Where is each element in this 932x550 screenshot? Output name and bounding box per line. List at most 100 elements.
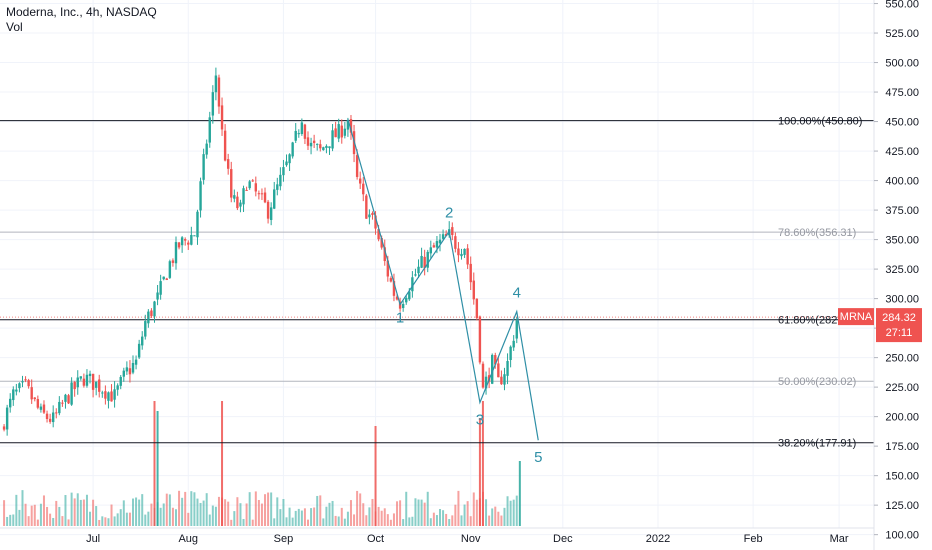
volume-bar bbox=[150, 503, 153, 526]
volume-bar bbox=[512, 499, 515, 526]
candle-body bbox=[309, 142, 313, 147]
candle-body bbox=[343, 128, 347, 136]
wave-path[interactable] bbox=[347, 119, 539, 441]
candle-body bbox=[346, 119, 350, 130]
candle-body bbox=[110, 391, 113, 402]
candle-body bbox=[220, 105, 224, 130]
y-tick-label: 100.00 bbox=[885, 530, 919, 542]
candle-body bbox=[21, 381, 24, 383]
symbol-title[interactable]: Moderna, Inc., 4h, NASDAQ bbox=[6, 5, 157, 19]
volume-bar bbox=[95, 506, 98, 526]
y-tick-label: 350.00 bbox=[885, 235, 919, 247]
volume-bar bbox=[159, 507, 162, 526]
volume-bar bbox=[174, 509, 177, 526]
fib-level-label: 38.20%(177.91) bbox=[778, 438, 856, 450]
volume-bar bbox=[389, 519, 392, 526]
candle-body bbox=[337, 124, 340, 139]
candle-body bbox=[491, 354, 494, 384]
volume-bar bbox=[371, 498, 374, 526]
volume-bar bbox=[190, 491, 193, 526]
candle-body bbox=[478, 316, 482, 363]
candle-body bbox=[230, 169, 233, 198]
candle-body bbox=[441, 234, 445, 239]
candle-body bbox=[429, 247, 432, 254]
volume-bar bbox=[42, 495, 45, 526]
volume-bar bbox=[92, 499, 95, 526]
volume-bar bbox=[101, 516, 104, 526]
volume-spike bbox=[478, 418, 481, 526]
candle-body bbox=[355, 155, 359, 177]
candle-body bbox=[435, 241, 439, 248]
candle-body bbox=[82, 378, 86, 386]
candle-body bbox=[214, 75, 218, 93]
candle-body bbox=[494, 355, 497, 365]
candle-body bbox=[475, 298, 479, 319]
candle-body bbox=[113, 389, 116, 400]
volume-bar bbox=[33, 504, 36, 526]
volume-bar bbox=[475, 499, 478, 526]
candle-body bbox=[239, 202, 242, 207]
y-tick-label: 250.00 bbox=[885, 353, 919, 365]
volume-bar bbox=[98, 519, 101, 526]
candle-body bbox=[423, 256, 426, 268]
candle-body bbox=[251, 180, 254, 182]
elliott-wave[interactable]: 1 2 3 4 5 bbox=[347, 119, 543, 466]
volume-bar bbox=[267, 492, 270, 526]
volume-bar bbox=[294, 510, 297, 526]
volume-bar bbox=[144, 514, 147, 526]
volume-bar bbox=[454, 504, 457, 526]
price-tag bbox=[876, 308, 922, 343]
volume-bar bbox=[211, 505, 214, 526]
volume-bar bbox=[147, 511, 150, 526]
candle-body bbox=[104, 391, 107, 399]
candle-body bbox=[288, 154, 291, 164]
candle-body bbox=[463, 248, 466, 255]
volume-bar bbox=[15, 494, 18, 526]
volume-bar bbox=[276, 497, 279, 526]
volume-bar bbox=[208, 514, 211, 526]
volume-bar bbox=[76, 493, 79, 526]
candle-body bbox=[245, 189, 248, 191]
candle-body bbox=[177, 242, 181, 248]
volume-bar bbox=[36, 519, 39, 526]
fib-retracement[interactable]: 100.00%(450.80) 78.60%(356.31) 61.80%(282.… bbox=[0, 116, 874, 450]
y-tick-label: 225.00 bbox=[885, 382, 919, 394]
volume-bar bbox=[506, 496, 509, 526]
candle-body bbox=[15, 389, 18, 392]
volume-bar bbox=[21, 490, 24, 526]
x-tick-label: 2022 bbox=[646, 533, 670, 545]
candle-body bbox=[438, 239, 442, 244]
volume-bar bbox=[420, 499, 423, 526]
candle-body bbox=[131, 362, 135, 373]
volume-spike bbox=[221, 401, 224, 526]
candle-body bbox=[150, 310, 153, 317]
volume-bar bbox=[331, 500, 334, 526]
volume-bar bbox=[104, 517, 107, 526]
volume-spike bbox=[518, 461, 521, 526]
volume-bar bbox=[58, 506, 61, 526]
candle-body bbox=[18, 383, 21, 389]
volume-bar bbox=[9, 514, 12, 526]
candle-body bbox=[30, 387, 33, 400]
volume-bar bbox=[79, 499, 82, 526]
volume-legend[interactable]: Vol bbox=[6, 20, 23, 34]
volume-bar bbox=[122, 500, 125, 526]
candle-body bbox=[156, 292, 159, 300]
volume-bar bbox=[291, 517, 294, 526]
candle-body bbox=[481, 363, 485, 388]
candle-body bbox=[202, 154, 205, 180]
volume-spike bbox=[481, 401, 484, 526]
candle-body bbox=[33, 397, 36, 400]
volume-bar bbox=[248, 492, 251, 526]
volume-bar bbox=[217, 496, 220, 526]
candle-body bbox=[300, 122, 304, 135]
candle-body bbox=[134, 359, 138, 365]
volume-bar bbox=[392, 513, 395, 526]
volume-bar bbox=[242, 518, 245, 526]
chart-legend: Moderna, Inc., 4h, NASDAQ Vol bbox=[6, 5, 157, 35]
volume-bar bbox=[365, 515, 368, 526]
candle-body bbox=[420, 255, 423, 268]
volume-bar bbox=[116, 513, 119, 526]
